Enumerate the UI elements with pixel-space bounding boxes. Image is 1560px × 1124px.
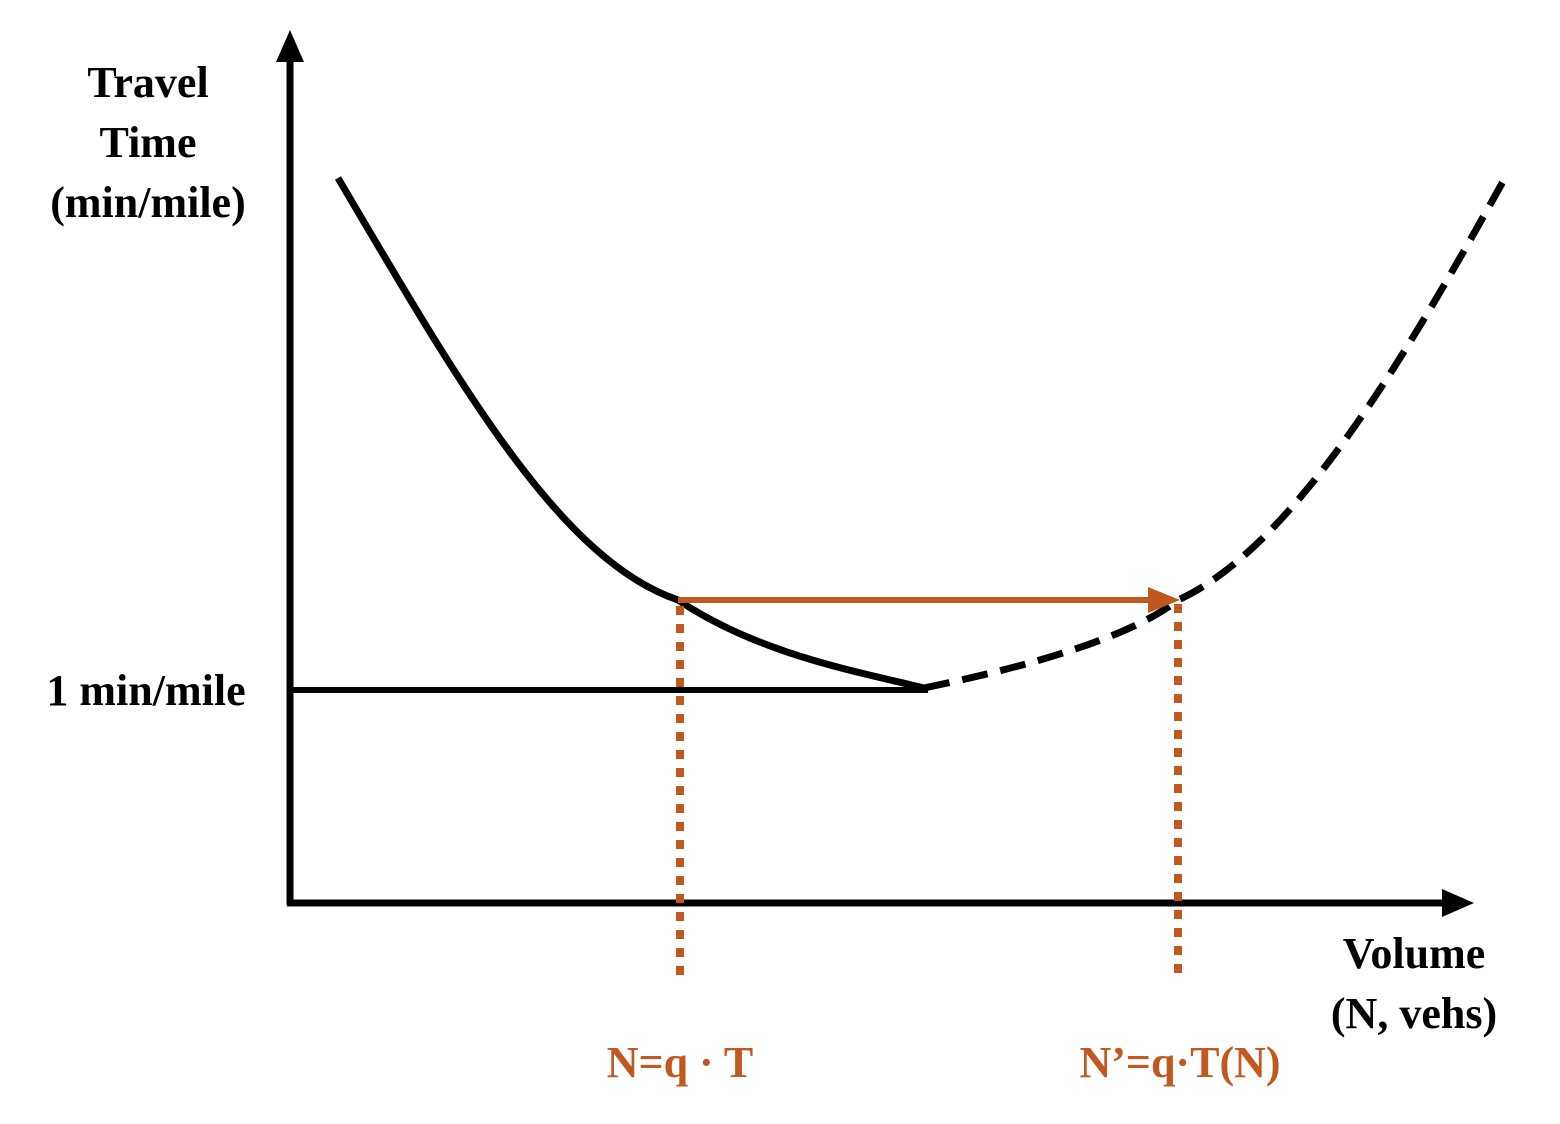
y-axis-label-line3: (min/mile) — [50, 178, 246, 227]
x-axis-label-line2: (N, vehs) — [1331, 989, 1497, 1038]
y-axis-label-line2: Time — [100, 118, 197, 167]
free-flow-label: 1 min/mile — [46, 666, 245, 715]
marker-left-label: N=q · T — [607, 1038, 754, 1087]
x-axis-label-line1: Volume — [1343, 929, 1486, 978]
transfer-arrow-head — [1148, 587, 1180, 613]
marker-right-label: N’=q·T(N) — [1079, 1038, 1280, 1087]
travel-time-curve-dashed — [923, 176, 1509, 692]
y-axis-arrowhead — [276, 30, 304, 62]
x-axis-arrowhead — [1442, 889, 1474, 917]
y-axis-label-line1: Travel — [87, 58, 208, 107]
travel-time-curve-solid — [334, 176, 925, 692]
